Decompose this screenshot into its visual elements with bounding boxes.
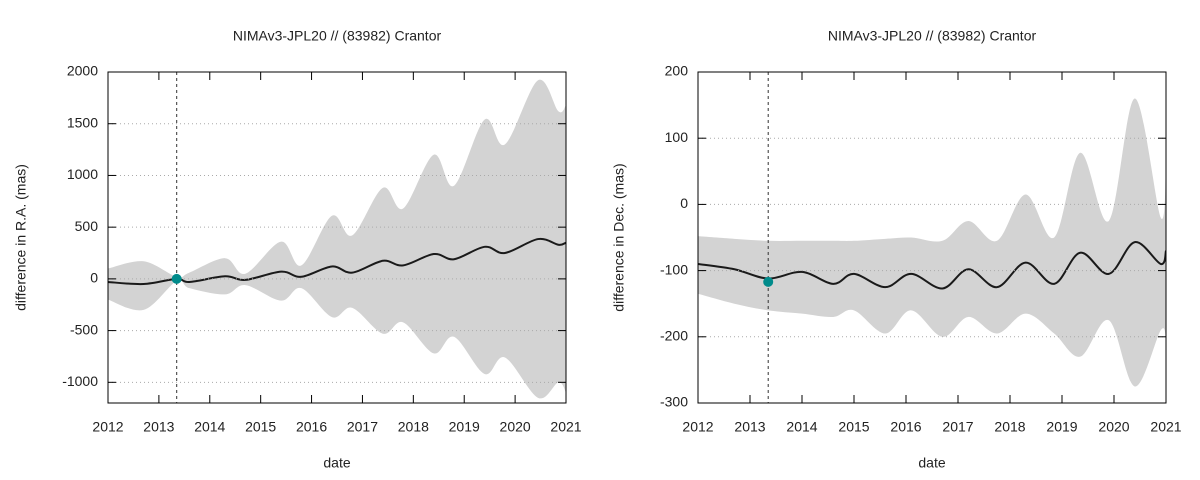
- y-axis-label: difference in R.A. (mas): [13, 164, 29, 311]
- x-tick-label: 2019: [449, 419, 480, 435]
- y-tick-label: 500: [75, 218, 99, 234]
- y-tick-label: 200: [665, 63, 689, 79]
- x-tick-label: 2020: [1098, 419, 1129, 435]
- x-axis-label: date: [323, 455, 350, 471]
- x-tick-label: 2017: [347, 419, 378, 435]
- y-tick-label: 100: [665, 129, 689, 145]
- y-tick-label: -200: [660, 328, 688, 344]
- x-tick-label: 2021: [1150, 419, 1181, 435]
- chart-title: NIMAv3-JPL20 // (83982) Crantor: [828, 28, 1037, 44]
- x-tick-label: 2016: [890, 419, 921, 435]
- x-tick-label: 2019: [1046, 419, 1077, 435]
- x-tick-label: 2016: [296, 419, 327, 435]
- x-tick-label: 2014: [786, 419, 817, 435]
- y-tick-label: 1000: [67, 166, 98, 182]
- observation-point: [171, 273, 182, 284]
- difference-line: [108, 237, 566, 286]
- plot-area: [108, 79, 566, 399]
- y-tick-label: 0: [680, 195, 688, 211]
- x-tick-label: 2020: [500, 419, 531, 435]
- x-tick-label: 2012: [92, 419, 123, 435]
- x-tick-label: 2018: [398, 419, 429, 435]
- x-tick-label: 2012: [682, 419, 713, 435]
- x-tick-label: 2014: [194, 419, 225, 435]
- y-tick-label: 0: [90, 270, 98, 286]
- x-tick-label: 2015: [838, 419, 869, 435]
- y-tick-label: 2000: [67, 63, 98, 79]
- x-tick-label: 2013: [143, 419, 174, 435]
- x-axis-label: date: [918, 455, 945, 471]
- x-tick-label: 2021: [550, 419, 581, 435]
- uncertainty-band: [698, 98, 1166, 387]
- y-tick-label: -100: [660, 261, 688, 277]
- chart-title: NIMAv3-JPL20 // (83982) Crantor: [233, 28, 442, 44]
- uncertainty-band: [108, 79, 566, 399]
- plot-area: [698, 98, 1166, 387]
- plot-frame: [697, 71, 1167, 404]
- y-tick-label: -500: [70, 321, 98, 337]
- y-axis-label: difference in Dec. (mas): [611, 163, 627, 311]
- y-tick-label: -1000: [62, 373, 98, 389]
- x-tick-label: 2015: [245, 419, 276, 435]
- difference-line: [698, 241, 1166, 290]
- observation-point: [763, 276, 774, 287]
- x-tick-label: 2017: [942, 419, 973, 435]
- y-tick-label: -300: [660, 394, 688, 410]
- y-tick-label: 1500: [67, 114, 98, 130]
- x-tick-label: 2018: [994, 419, 1025, 435]
- x-tick-label: 2013: [734, 419, 765, 435]
- plot-frame: [107, 71, 567, 404]
